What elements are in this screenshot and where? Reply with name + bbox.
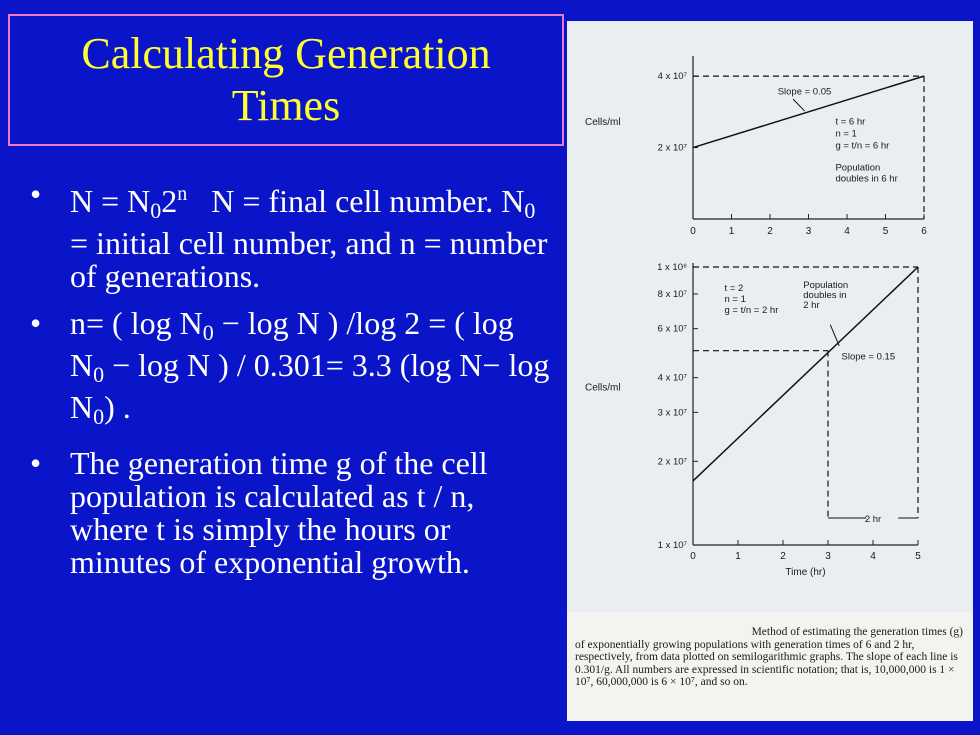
x-tick-label-2: 5 [915, 551, 921, 562]
bullet-2-text-c: − log N ) / 0.301= 3.3 (log N− log N [70, 347, 550, 425]
x-tick-label-1: 1 [729, 226, 735, 237]
interval-label-bg-2 [866, 511, 899, 525]
figure-panel: 0 1 2 3 4 5 6 2 x 10⁷ 4 x 10⁷ Cells/ml Slope = 0.0… [567, 21, 973, 721]
superscript: n [177, 183, 188, 205]
subscript: 0 [93, 404, 105, 429]
param-label-1: g = t/n = 6 hr [835, 141, 889, 152]
doubling-label-1: Population [835, 163, 880, 174]
subscript: 0 [150, 198, 162, 223]
x-tick-label-1: 5 [883, 226, 889, 237]
y-tick-label-2: 2 x 10⁷ [658, 456, 688, 467]
bullet-1-text-a: N = N [70, 183, 151, 219]
param-label-2: g = t/n = 2 hr [725, 305, 779, 316]
slide-title-line-2: Times [231, 81, 341, 130]
slope-arrow-1 [792, 98, 806, 112]
x-tick-label-1: 6 [921, 226, 927, 237]
title-box: Calculating Generation Times [8, 14, 564, 146]
x-axis-label-2: Time (hr) [785, 567, 825, 578]
caption-line-1: Method of estimating the generation time… [751, 626, 963, 638]
y-tick-label-2: 1 x 10⁷ [658, 540, 688, 551]
y-tick-label-2: 6 x 10⁷ [658, 324, 688, 335]
y-tick-label-2: 8 x 10⁷ [658, 289, 688, 300]
slope-label-2: Slope = 0.15 [842, 352, 896, 363]
doubling-label-1: doubles in 6 hr [835, 174, 897, 185]
figure-caption: Method of estimating the generation time… [575, 626, 967, 689]
bullet-marker: • [30, 445, 42, 481]
bullet-generation-time: • The generation time g of the cell popu… [30, 447, 550, 579]
y-tick-label-2: 4 x 10⁷ [658, 373, 688, 384]
x-tick-label-2: 0 [690, 551, 696, 562]
bullet-list: • N = N02n N = final cell number. N0 = i… [30, 178, 550, 593]
y-axis-label-2: Cells/ml [585, 382, 621, 393]
x-tick-label-1: 0 [690, 226, 696, 237]
slide-title-line-1: Calculating Generation [81, 29, 491, 78]
doubling-label-2: doubles in [803, 290, 846, 301]
subscript: 0 [93, 362, 105, 387]
x-tick-label-2: 1 [735, 551, 741, 562]
bullet-log-formula: • n= ( log N0 − log N ) /log 2 = ( log N… [30, 307, 550, 433]
y-tick-label-2: 1 x 10⁸ [657, 262, 687, 273]
x-tick-label-1: 2 [767, 226, 773, 237]
bullet-marker: • [30, 176, 42, 212]
slope-arrow-2 [829, 324, 840, 347]
bullet-2-text-b: − log N ) /log 2 = ( log N [70, 305, 514, 383]
figure-charts: 0 1 2 3 4 5 6 2 x 10⁷ 4 x 10⁷ Cells/ml Slope = 0.0… [585, 56, 927, 578]
subscript: 0 [524, 198, 536, 223]
y-axis-label-1: Cells/ml [585, 117, 621, 128]
x-tick-label-1: 4 [844, 226, 850, 237]
param-label-2: n = 1 [725, 294, 746, 305]
bullet-marker: • [30, 305, 42, 341]
bullet-2-text-d: ) . [104, 389, 131, 425]
bullet-1-text-b: 2 [161, 183, 178, 219]
bullet-formula: • N = N02n N = final cell number. N0 = i… [30, 178, 550, 293]
bullet-3-text: The generation time g of the cell popula… [70, 445, 488, 580]
y-tick-label-2: 3 x 10⁷ [658, 407, 688, 418]
caption-box: Method of estimating the generation time… [567, 612, 973, 721]
y-tick-label-1: 2 x 10⁷ [658, 143, 688, 154]
x-tick-label-2: 4 [870, 551, 876, 562]
bullet-1-text-c: N = final cell number. N [187, 183, 525, 219]
doubling-label-2: 2 hr [803, 300, 819, 311]
x-tick-label-1: 3 [806, 226, 812, 237]
bullet-2-text-a: n= ( log N [70, 305, 203, 341]
y-tick-label-1: 4 x 10⁷ [658, 71, 688, 82]
param-label-1: t = 6 hr [835, 117, 865, 128]
doubling-label-2: Population [803, 280, 848, 291]
interval-label-2: 2 hr [865, 514, 881, 525]
x-tick-label-2: 3 [825, 551, 831, 562]
slope-label-1: Slope = 0.05 [778, 86, 832, 97]
param-label-1: n = 1 [835, 129, 856, 140]
series-line-2 [692, 266, 919, 482]
series-line-1 [692, 75, 925, 149]
subscript: 0 [202, 320, 214, 345]
bullet-1-text-d: = initial cell number, and n = number of… [70, 225, 548, 294]
caption-rest: of exponentially growing populations wit… [575, 638, 958, 689]
param-label-2: t = 2 [725, 283, 744, 294]
x-tick-label-2: 2 [780, 551, 786, 562]
